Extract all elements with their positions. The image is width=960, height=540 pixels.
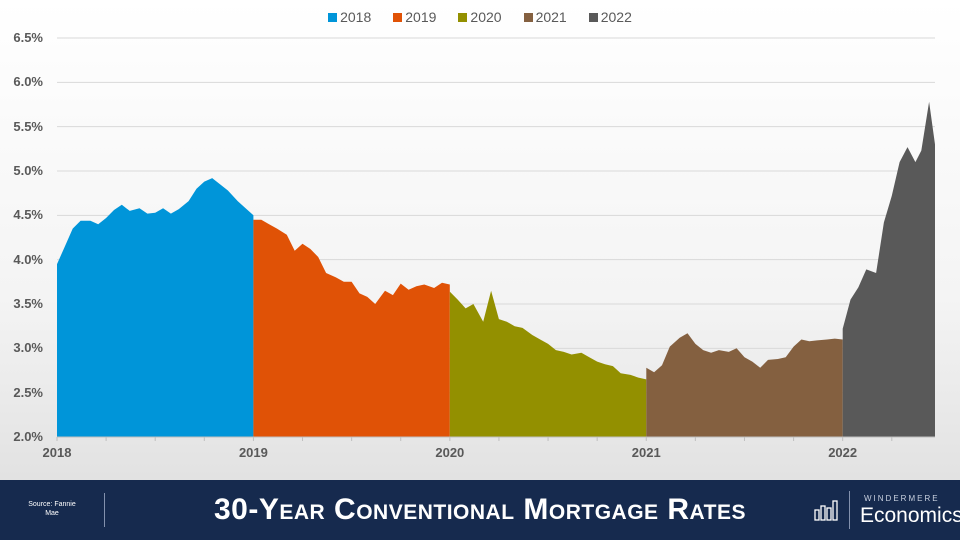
area-series-2018 xyxy=(57,178,254,437)
legend-item: 2020 xyxy=(458,9,502,25)
legend-item: 2019 xyxy=(393,9,436,25)
legend-label: 2021 xyxy=(535,9,567,25)
y-tick-label: 4.5% xyxy=(13,207,43,223)
legend-item: 2021 xyxy=(523,9,567,25)
legend: 2018 2019 2020 2021 2022 xyxy=(0,9,960,25)
x-tick-label: 2022 xyxy=(828,445,858,460)
footer-divider xyxy=(104,493,105,527)
legend-item: 2022 xyxy=(588,9,632,25)
legend-label: 2018 xyxy=(340,9,372,25)
x-tick-label: 2021 xyxy=(631,445,661,460)
chart-svg xyxy=(56,37,935,441)
y-tick-label: 6.0% xyxy=(13,74,43,90)
legend-item: 2018 xyxy=(328,9,371,25)
x-tick-label: 2019 xyxy=(238,445,268,460)
legend-swatch xyxy=(523,12,533,22)
legend-swatch xyxy=(328,12,338,22)
bar-chart-logo-icon xyxy=(814,500,838,521)
y-tick-label: 3.5% xyxy=(13,296,43,311)
legend-swatch xyxy=(458,12,468,22)
y-tick-label: 2.5% xyxy=(13,384,43,400)
x-tick-label: 2018 xyxy=(42,445,72,460)
y-tick-label: 3.0% xyxy=(13,340,43,356)
y-tick-label: 5.5% xyxy=(13,118,43,134)
x-tick-label: 2020 xyxy=(435,445,465,460)
legend-label: 2019 xyxy=(405,9,437,25)
y-tick-label: 4.0% xyxy=(13,251,43,267)
legend-label: 2022 xyxy=(600,9,632,25)
chart-area: 2018 2019 2020 2021 2022 2.0% 2.5% 3.0% 3.5% 4.0… xyxy=(0,9,960,460)
area-series-2021 xyxy=(646,333,843,437)
area-series-2020 xyxy=(449,290,647,437)
y-tick-label: 6.5% xyxy=(13,30,43,45)
legend-swatch xyxy=(393,12,403,22)
chart-title: 30-Year Conventional Mortgage Rates xyxy=(214,493,746,526)
area-series-2022 xyxy=(842,101,935,438)
brand-subtitle: Economics xyxy=(860,504,960,527)
legend-swatch xyxy=(588,12,598,22)
area-series-2019 xyxy=(253,219,450,437)
source-label: Source: Fannie Mae xyxy=(28,501,76,517)
legend-label: 2020 xyxy=(470,9,502,25)
y-tick-label: 5.0% xyxy=(13,163,43,178)
brand-name: WINDERMERE xyxy=(864,494,940,503)
footer-bar: Source: Fannie Mae 30-Year Conventional … xyxy=(0,480,960,540)
footer-divider xyxy=(849,491,850,529)
y-tick-label: 2.0% xyxy=(13,429,43,444)
